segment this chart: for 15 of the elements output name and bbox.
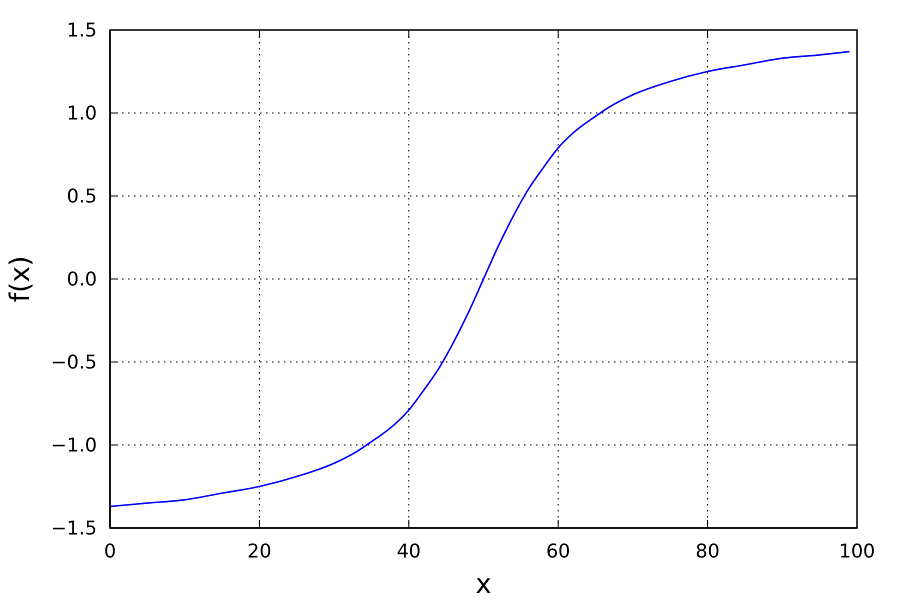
- x-tick-label: 60: [546, 540, 570, 562]
- x-tick-label: 40: [396, 540, 421, 562]
- y-axis-title: f(x): [5, 256, 36, 302]
- y-tick-label: 0.5: [66, 186, 97, 208]
- y-tick-label: −1.5: [50, 518, 97, 540]
- y-tick-label: 1.0: [66, 102, 97, 125]
- y-tick-label: −1.0: [50, 434, 97, 457]
- x-tick-label: 20: [247, 540, 272, 562]
- y-tick-label: 1.5: [66, 20, 97, 42]
- x-tick-label: 100: [838, 540, 876, 562]
- y-tick-label: 0.0: [66, 268, 97, 291]
- x-axis-title: x: [476, 569, 492, 600]
- x-tick-label: 80: [696, 540, 720, 562]
- x-tick-label: 0: [104, 540, 116, 562]
- y-tick-label: −0.5: [50, 352, 97, 374]
